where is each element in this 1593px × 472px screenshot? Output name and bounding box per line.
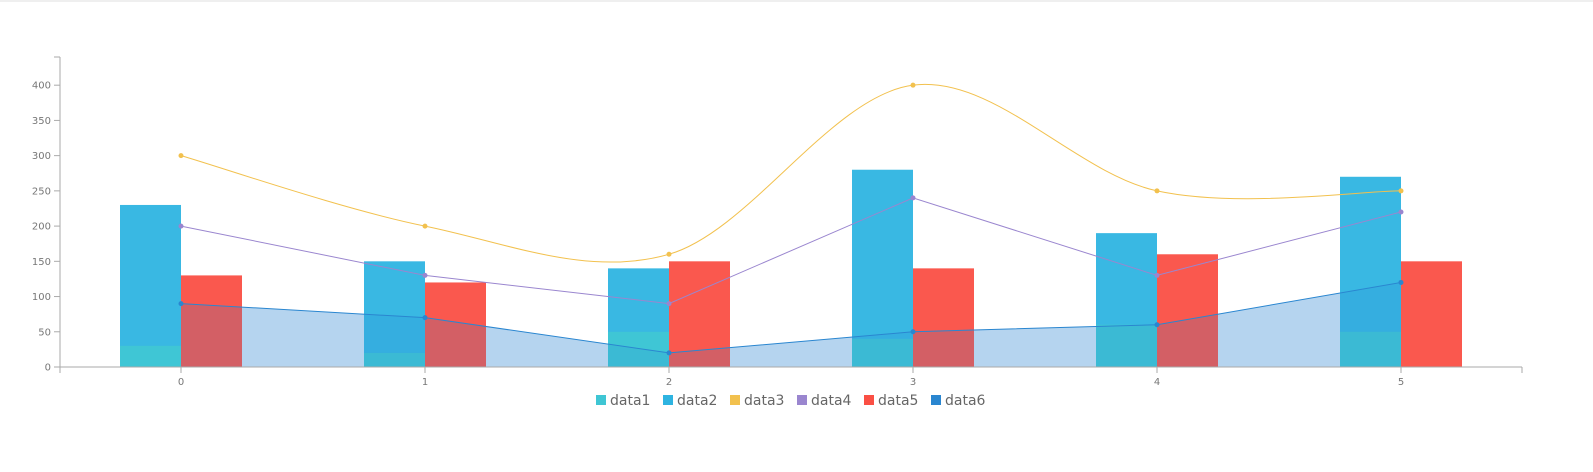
data5-bar-2 bbox=[669, 261, 730, 367]
legend-label-data6: data6 bbox=[945, 393, 986, 409]
bar-layer bbox=[120, 169, 1462, 367]
data1-bar-0 bbox=[120, 345, 181, 367]
legend-swatch-data2 bbox=[663, 395, 673, 405]
y-tick-label-250: 250 bbox=[32, 186, 51, 197]
data3-point-5 bbox=[1398, 188, 1404, 194]
data4-point-3 bbox=[910, 195, 916, 201]
legend: data1 data2 data3 data4 data5 data6 bbox=[596, 393, 986, 409]
data6-area-overlay bbox=[181, 282, 1401, 367]
data6-line bbox=[180, 281, 1402, 354]
legend-label-data4: data4 bbox=[811, 393, 852, 409]
data4-point-1 bbox=[422, 272, 428, 278]
data4-point-2 bbox=[666, 301, 672, 307]
legend-label-data2: data2 bbox=[677, 393, 717, 409]
data1-bar-3 bbox=[852, 338, 913, 367]
data3-point-2 bbox=[666, 251, 672, 257]
legend-item-data6[interactable]: data6 bbox=[931, 393, 986, 409]
data2-bar-1 bbox=[364, 261, 425, 367]
legend-item-data1[interactable]: data1 bbox=[596, 393, 650, 409]
legend-swatch-data1 bbox=[596, 395, 606, 405]
data5-bar-0 bbox=[181, 275, 242, 367]
y-tick-label-150: 150 bbox=[32, 257, 51, 268]
data6-point-4 bbox=[1154, 322, 1160, 328]
y-tick-label-50: 50 bbox=[38, 327, 51, 338]
data6-point-0 bbox=[178, 301, 184, 307]
legend-label-data1: data1 bbox=[610, 393, 650, 409]
data4-point-5 bbox=[1398, 209, 1404, 215]
data6-point-1 bbox=[422, 315, 428, 321]
data6-point-2 bbox=[666, 350, 672, 356]
x-tick-label-3: 3 bbox=[910, 377, 916, 388]
legend-item-data4[interactable]: data4 bbox=[797, 393, 852, 409]
y-tick-label-100: 100 bbox=[32, 292, 51, 303]
data6-point-3 bbox=[910, 329, 916, 335]
data4-point-0 bbox=[178, 223, 184, 229]
top-border bbox=[0, 0, 1593, 2]
legend-label-data3: data3 bbox=[744, 393, 784, 409]
x-tick-label-5: 5 bbox=[1398, 377, 1404, 388]
legend-item-data2[interactable]: data2 bbox=[663, 393, 717, 409]
legend-label-data5: data5 bbox=[878, 393, 918, 409]
y-tick-label-300: 300 bbox=[32, 151, 51, 162]
y-tick-label-0: 0 bbox=[45, 363, 51, 374]
data3-line bbox=[180, 83, 1402, 263]
data4-point-4 bbox=[1154, 272, 1160, 278]
data1-bar-1 bbox=[364, 352, 425, 367]
y-tick-label-200: 200 bbox=[32, 222, 51, 233]
x-tick-label-4: 4 bbox=[1154, 377, 1160, 388]
y-tick-label-400: 400 bbox=[32, 81, 51, 92]
data6-point-5 bbox=[1398, 279, 1404, 285]
data1-bar-5 bbox=[1340, 331, 1401, 367]
data3-point-0 bbox=[178, 153, 184, 159]
legend-swatch-data4 bbox=[797, 395, 807, 405]
data3-point-3 bbox=[910, 82, 916, 88]
data3-point-1 bbox=[422, 223, 428, 229]
x-tick-label-1: 1 bbox=[422, 377, 428, 388]
x-tick-label-2: 2 bbox=[666, 377, 672, 388]
axis-layer: 0 50 100 150 200 250 300 350 400 0 1 2 3 4 5 bbox=[32, 56, 1523, 388]
y-tick-label-350: 350 bbox=[32, 116, 51, 127]
data2-bar-0 bbox=[120, 204, 181, 367]
legend-item-data3[interactable]: data3 bbox=[730, 393, 784, 409]
legend-swatch-data3 bbox=[730, 395, 740, 405]
data5-bar-3 bbox=[913, 268, 974, 367]
data1-bar-4 bbox=[1096, 324, 1157, 367]
data4-line bbox=[180, 197, 1402, 305]
legend-swatch-data5 bbox=[864, 395, 874, 405]
data5-bar-5 bbox=[1401, 261, 1462, 367]
point-layer bbox=[178, 82, 1404, 356]
legend-swatch-data6 bbox=[931, 395, 941, 405]
legend-item-data5[interactable]: data5 bbox=[864, 393, 918, 409]
data1-bar-2 bbox=[608, 331, 669, 367]
line-layer bbox=[180, 83, 1402, 354]
data3-point-4 bbox=[1154, 188, 1160, 194]
x-tick-label-0: 0 bbox=[178, 377, 184, 388]
